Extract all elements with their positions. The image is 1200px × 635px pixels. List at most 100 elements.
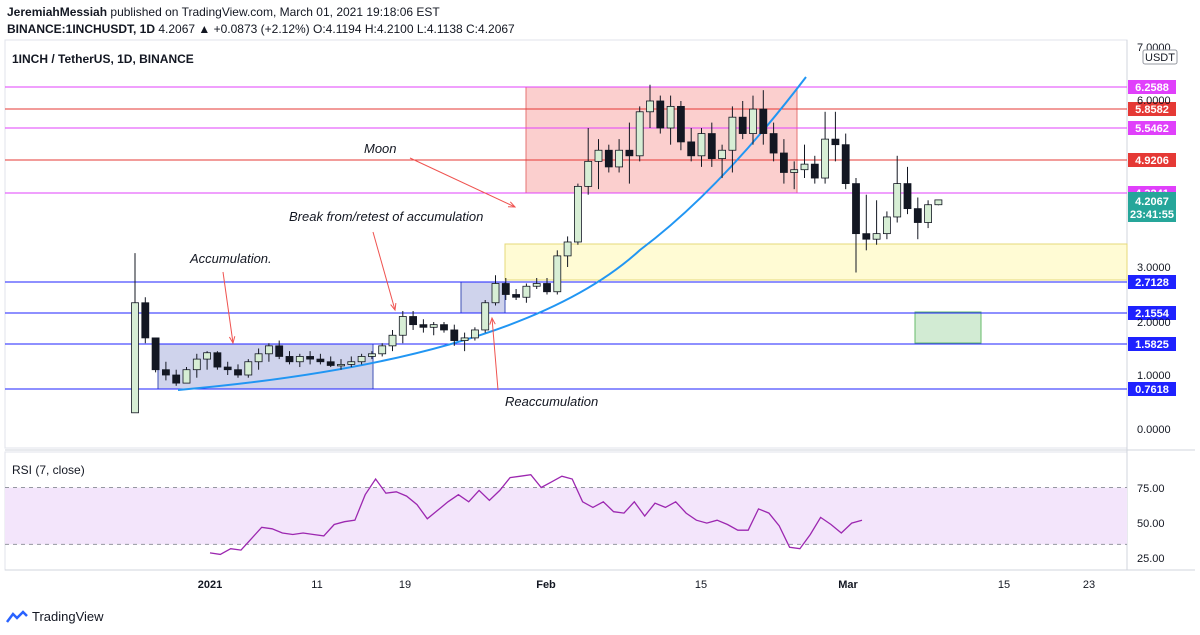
unit-label: USDT (1145, 52, 1175, 64)
target-zone (914, 311, 982, 344)
candle (738, 116, 747, 134)
time-tick-label: 15 (695, 579, 707, 591)
candle (924, 204, 932, 223)
candle (718, 149, 726, 159)
symbol-info: BINANCE:1INCHUSDT, 1D 4.2067 ▲ +0.0873 (… (7, 22, 515, 36)
price-tick-label: 1.0000 (1137, 370, 1171, 382)
level-label: 5.8582 (1135, 104, 1169, 116)
candle (264, 345, 273, 355)
candle (584, 160, 593, 187)
annotation-arrow (222, 271, 234, 344)
candle (903, 183, 912, 210)
candle (316, 358, 325, 363)
support-zone (504, 243, 1128, 281)
parabolic-curve (177, 76, 807, 391)
candle (934, 199, 943, 206)
candle (841, 144, 850, 184)
candle (378, 345, 387, 355)
publish-info: JeremiahMessiah published on TradingView… (7, 5, 440, 19)
countdown-label: 23:41:55 (1130, 209, 1174, 221)
candle (852, 183, 860, 235)
candle (543, 283, 551, 293)
time-tick-label: 2021 (198, 579, 222, 591)
level-label: 4.9206 (1135, 155, 1169, 167)
level-label: 2.7128 (1135, 277, 1169, 289)
candle (460, 337, 469, 341)
time-tick-label: 19 (399, 579, 411, 591)
candle (172, 374, 181, 384)
level-tag (1128, 80, 1176, 94)
author-name[interactable]: JeremiahMessiah (7, 5, 108, 19)
footer-brand-label: TradingView (32, 609, 104, 624)
level-label: 1.5825 (1135, 339, 1169, 351)
level-tag (1128, 306, 1176, 320)
candle (790, 169, 799, 173)
candle (409, 316, 418, 326)
candle (429, 324, 438, 328)
price-tick-label: 2.0000 (1137, 317, 1171, 329)
candle (697, 133, 706, 157)
annotation-arrowhead (390, 302, 397, 312)
candle (223, 366, 232, 371)
candle (728, 116, 737, 151)
candle (275, 345, 284, 357)
rsi-tick-label: 75.00 (1137, 483, 1165, 495)
candle (512, 294, 520, 298)
annotation-text: Reaccumulation (505, 394, 598, 409)
candle (574, 185, 582, 243)
footer-brand[interactable]: TradingView (6, 609, 104, 624)
current-price-tag (1128, 192, 1176, 222)
time-tick-label: 15 (998, 579, 1010, 591)
candle (780, 152, 788, 173)
annotation-text: Moon (364, 141, 397, 156)
candle (883, 216, 891, 235)
candle (831, 138, 840, 146)
rsi-band (5, 487, 1127, 545)
candle (913, 208, 922, 223)
time-tick-label: Mar (838, 579, 858, 591)
candle (821, 138, 829, 179)
candle (213, 352, 222, 368)
candle (532, 283, 541, 287)
candle (677, 105, 685, 143)
candle (470, 329, 479, 339)
candle (594, 149, 603, 162)
candle (810, 163, 819, 179)
candle (625, 149, 634, 157)
chart-title: 1INCH / TetherUS, 1D, BINANCE (12, 52, 194, 66)
level-tag (1128, 121, 1176, 135)
candle (141, 302, 150, 339)
candle (759, 108, 768, 134)
candle (481, 302, 490, 331)
time-tick-label: Feb (536, 579, 556, 591)
level-tag (1128, 275, 1176, 289)
annotation-arrow (409, 157, 516, 208)
candle (491, 283, 500, 304)
level-label: 0.7618 (1135, 384, 1169, 396)
tradingview-logo-icon (6, 609, 28, 623)
level-tag (1128, 153, 1176, 167)
candle (203, 352, 212, 360)
price-tick-label: 6.0000 (1137, 95, 1171, 107)
level-label: 5.5462 (1135, 123, 1169, 135)
candle (254, 353, 263, 363)
candle (646, 100, 654, 113)
annotation-arrowhead (489, 316, 496, 325)
candle (347, 361, 356, 365)
candle (450, 329, 459, 341)
rsi-title: RSI (7, close) (12, 463, 85, 477)
candle (656, 100, 665, 129)
candle (893, 183, 902, 218)
symbol-label: BINANCE:1INCHUSDT, 1D (7, 22, 156, 36)
candle (604, 149, 613, 168)
candle (306, 356, 315, 360)
candle (295, 356, 304, 363)
candle (862, 233, 871, 240)
current-price-label: 4.2067 (1135, 196, 1169, 208)
candle (234, 369, 242, 376)
candle (357, 356, 366, 363)
candle (398, 316, 407, 336)
candle (337, 363, 345, 367)
candle (800, 163, 809, 171)
